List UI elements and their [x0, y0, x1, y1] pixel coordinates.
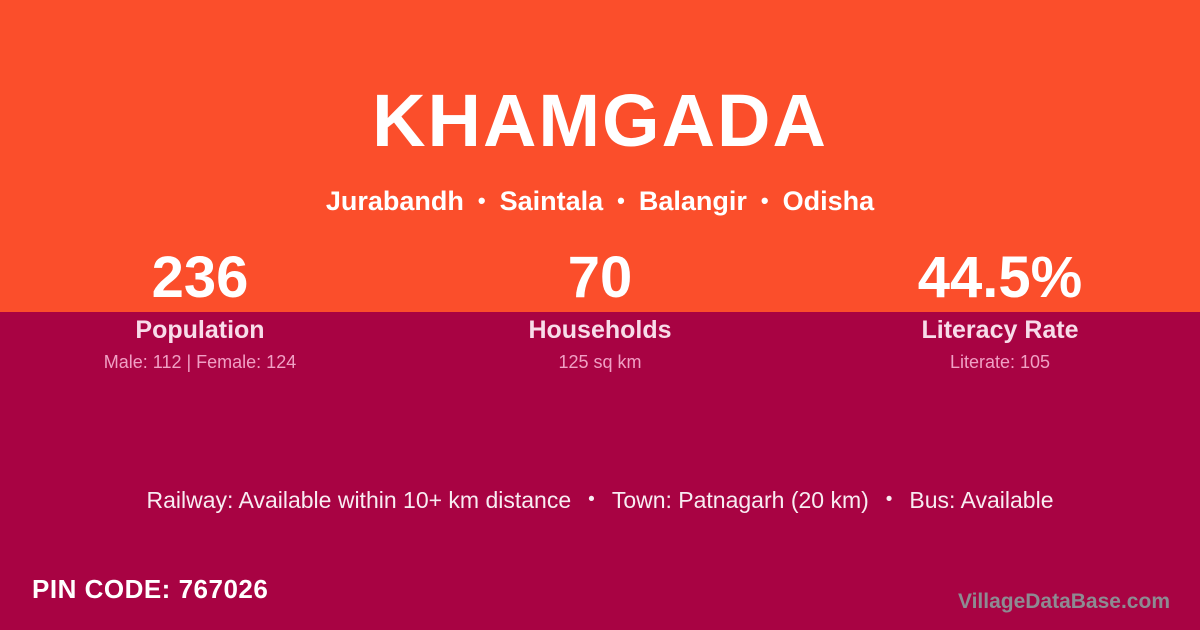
village-title: KHAMGADA — [372, 79, 828, 162]
breadcrumb-item-block: Saintala — [499, 186, 604, 216]
bullet-separator: • — [885, 489, 893, 510]
breadcrumb-item-panchayat: Jurabandh — [325, 186, 464, 216]
population-detail: Male: 112 | Female: 124 — [103, 352, 297, 372]
stat-households: 70 Households 125 sq km — [400, 247, 800, 373]
breadcrumb-item-state: Odisha — [782, 186, 875, 216]
population-value: 236 — [151, 245, 249, 310]
literacy-value: 44.5% — [917, 245, 1083, 310]
stat-population: 236 Population Male: 112 | Female: 124 — [0, 247, 400, 373]
railway-info: Railway: Available within 10+ km distanc… — [146, 487, 572, 513]
bullet-separator: • — [617, 188, 625, 213]
households-label: Households — [528, 316, 672, 344]
population-label: Population — [135, 316, 265, 344]
households-detail: 125 sq km — [558, 352, 642, 372]
literacy-detail: Literate: 105 — [949, 352, 1051, 372]
pin-code: PIN CODE: 767026 — [32, 574, 269, 604]
literacy-label: Literacy Rate — [921, 316, 1079, 344]
town-info: Town: Patnagarh (20 km) — [611, 487, 869, 513]
bullet-separator: • — [760, 188, 769, 213]
facilities-line: Railway: Available within 10+ km distanc… — [0, 486, 1200, 514]
header-band — [0, 0, 1200, 312]
breadcrumb-item-district: Balangir — [638, 186, 747, 216]
households-value: 70 — [567, 245, 633, 310]
stats-row: 236 Population Male: 112 | Female: 124 7… — [0, 247, 1200, 373]
stat-literacy-rate: 44.5% Literacy Rate Literate: 105 — [800, 247, 1200, 373]
breadcrumb: Jurabandh • Saintala • Balangir • Odisha — [0, 186, 1200, 216]
bus-info: Bus: Available — [909, 487, 1054, 513]
site-watermark: VillageDataBase.com — [957, 590, 1170, 613]
bullet-separator: • — [588, 489, 595, 510]
bullet-separator: • — [477, 188, 486, 213]
